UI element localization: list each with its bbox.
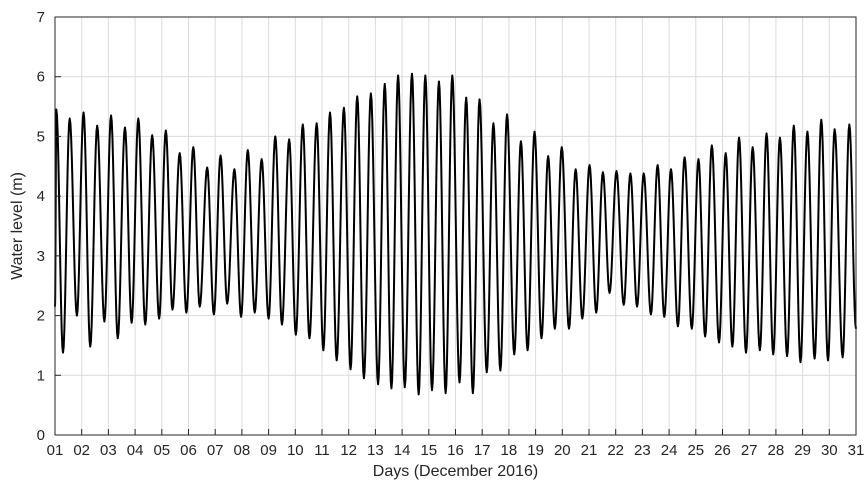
x-tick-label: 15	[420, 442, 437, 459]
x-axis-label: Days (December 2016)	[373, 463, 538, 480]
x-tick-label: 31	[848, 442, 865, 459]
x-tick-label: 25	[687, 442, 704, 459]
y-tick-label: 7	[37, 9, 45, 26]
x-tick-label: 11	[314, 442, 330, 459]
x-tick-label: 27	[741, 442, 758, 459]
y-axis-label: Water level (m)	[9, 172, 26, 280]
y-tick-label: 3	[37, 248, 45, 265]
x-tick-label: 02	[73, 442, 90, 459]
x-tick-label: 16	[447, 442, 464, 459]
x-tick-label: 23	[634, 442, 651, 459]
x-tick-label: 22	[607, 442, 624, 459]
plot-frame	[54, 16, 857, 436]
y-tick-label: 1	[37, 367, 45, 384]
x-tick-label: 05	[153, 442, 170, 459]
x-tick-label: 24	[661, 442, 678, 459]
x-tick-label: 14	[394, 442, 411, 459]
x-tick-label: 13	[367, 442, 384, 459]
y-tick-label: 0	[37, 427, 45, 444]
x-tick-label: 01	[47, 442, 64, 459]
x-tick-label: 19	[527, 442, 544, 459]
x-axis-ticks: 01 02 03 04 05 06 07 08 09 10 11 12 13 14 15 16 17 18 19 20…	[47, 429, 865, 459]
x-tick-label: 30	[821, 442, 838, 459]
x-tick-label: 17	[474, 442, 491, 459]
x-tick-label: 04	[127, 442, 144, 459]
x-tick-label: 12	[340, 442, 357, 459]
y-tick-label: 5	[37, 128, 45, 145]
water-level-line	[54, 72, 857, 396]
x-tick-label: 28	[768, 442, 785, 459]
y-tick-label: 6	[37, 69, 45, 86]
y-tick-label: 4	[37, 188, 45, 205]
x-tick-label: 07	[207, 442, 224, 459]
x-tick-label: 29	[794, 442, 811, 459]
x-tick-label: 10	[287, 442, 304, 459]
x-tick-label: 03	[100, 442, 117, 459]
x-tick-label: 09	[260, 442, 277, 459]
x-tick-label: 21	[581, 442, 598, 459]
y-tick-label: 2	[37, 308, 45, 325]
x-tick-label: 20	[554, 442, 571, 459]
x-tick-label: 06	[180, 442, 197, 459]
x-tick-label: 18	[501, 442, 518, 459]
y-axis-ticks: 0 1 2 3 4 5 6 7	[37, 9, 61, 444]
x-tick-label: 08	[234, 442, 251, 459]
x-tick-label: 26	[714, 442, 731, 459]
